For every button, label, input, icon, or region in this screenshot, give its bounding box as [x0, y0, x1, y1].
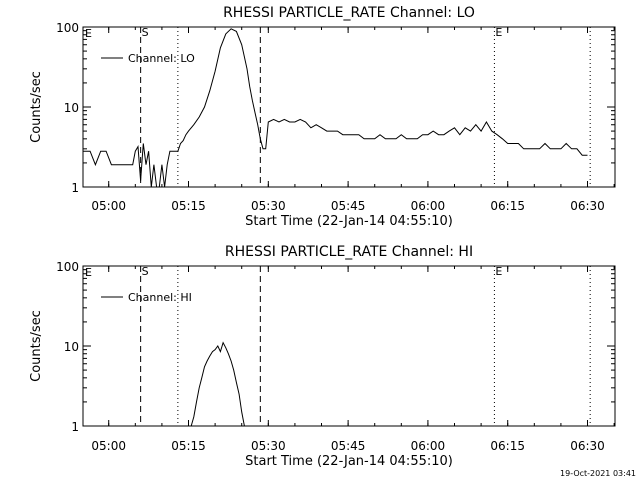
- x-axis-label: Start Time (22-Jan-14 04:55:10): [245, 214, 453, 229]
- y-tick-label: 100: [56, 21, 79, 35]
- x-tick-label: 06:30: [570, 439, 605, 453]
- chart-title: RHESSI PARTICLE_RATE Channel: LO: [223, 5, 475, 21]
- x-tick-label: 06:15: [490, 439, 525, 453]
- x-tick-label: 05:45: [331, 199, 366, 213]
- x-tick-label: 05:30: [251, 199, 286, 213]
- y-tick-label: 10: [64, 101, 79, 115]
- y-axis-label: Counts/sec: [29, 71, 44, 143]
- x-tick-label: 05:15: [171, 439, 206, 453]
- series-line-hi: [190, 341, 245, 427]
- legend-label: Channel: HI: [128, 291, 192, 304]
- y-tick-label: 1: [71, 181, 79, 195]
- x-tick-label: 05:30: [251, 439, 286, 453]
- plot-frame: [82, 26, 616, 188]
- x-axis-label: Start Time (22-Jan-14 04:55:10): [245, 454, 453, 469]
- y-axis-label: Counts/sec: [29, 310, 44, 382]
- x-tick-label: 05:00: [91, 439, 126, 453]
- y-tick-label: 1: [71, 420, 79, 434]
- y-tick-label: 100: [56, 260, 79, 274]
- corner-label: E: [85, 27, 92, 40]
- marker-label: S: [142, 265, 149, 278]
- x-tick-label: 06:00: [411, 199, 446, 213]
- marker-label: E: [495, 265, 502, 278]
- x-tick-label: 06:15: [490, 199, 525, 213]
- x-tick-label: 06:00: [411, 439, 446, 453]
- corner-label: E: [85, 266, 92, 279]
- panel-lo: RHESSI PARTICLE_RATE Channel: LO Start Ti…: [29, 5, 616, 229]
- x-tick-label: 06:30: [570, 199, 605, 213]
- x-tick-label: 05:45: [331, 439, 366, 453]
- footer-date: 19-Oct-2021 03:41: [560, 469, 636, 478]
- marker-label: E: [495, 26, 502, 39]
- x-tick-label: 05:15: [171, 199, 206, 213]
- x-tick-label: 05:00: [91, 199, 126, 213]
- plot-frame: [82, 265, 616, 427]
- legend-label: Channel: LO: [128, 52, 195, 65]
- y-tick-label: 10: [64, 340, 79, 354]
- chart-title: RHESSI PARTICLE_RATE Channel: HI: [225, 244, 473, 260]
- series-line-lo: [83, 28, 588, 188]
- marker-label: S: [142, 26, 149, 39]
- panel-hi: RHESSI PARTICLE_RATE Channel: HI Start Ti…: [29, 244, 616, 469]
